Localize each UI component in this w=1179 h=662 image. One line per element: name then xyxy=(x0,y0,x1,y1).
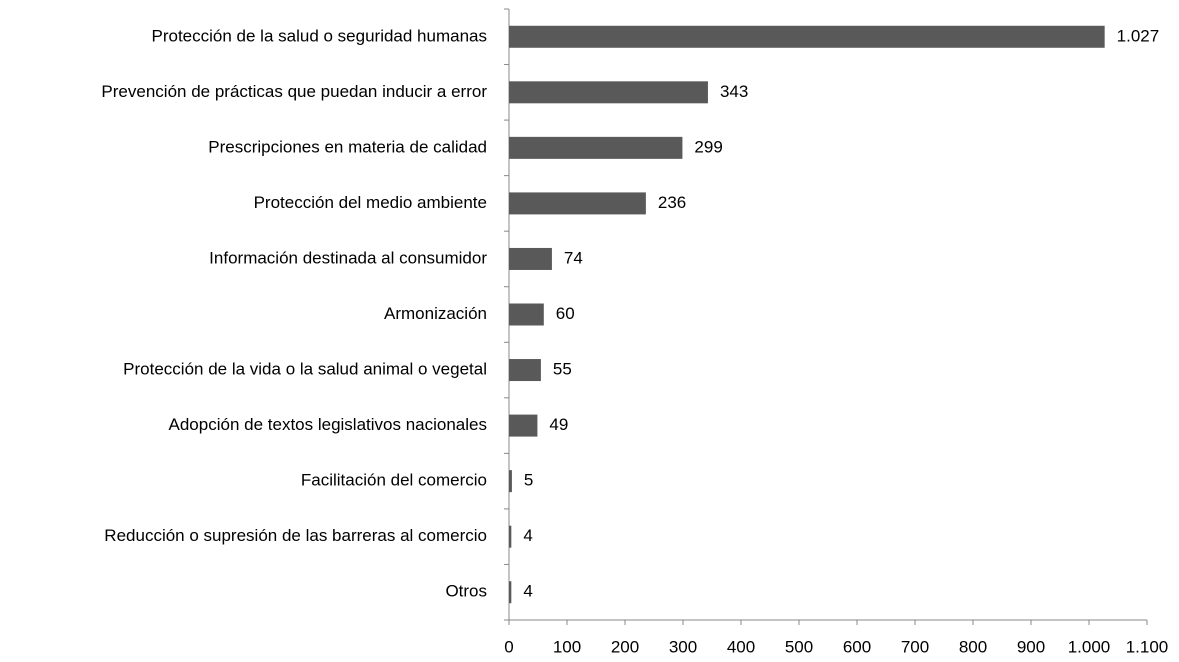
x-tick-label: 900 xyxy=(1017,637,1045,656)
x-tick-label: 300 xyxy=(669,637,697,656)
y-tick-label: Reducción o supresión de las barreras al… xyxy=(104,526,487,545)
y-tick-label: Protección del medio ambiente xyxy=(254,193,487,212)
x-tick-label: 200 xyxy=(611,637,639,656)
bar xyxy=(509,359,541,382)
y-tick-label: Adopción de textos legislativos nacional… xyxy=(169,415,487,434)
data-label: 4 xyxy=(523,526,532,545)
bar xyxy=(509,470,512,493)
data-label: 343 xyxy=(720,82,748,101)
data-label: 60 xyxy=(556,304,575,323)
data-label: 55 xyxy=(553,360,572,379)
x-tick-label: 1.100 xyxy=(1126,637,1169,656)
y-tick-label: Prescripciones en materia de calidad xyxy=(208,137,487,156)
data-label: 299 xyxy=(694,137,722,156)
x-tick-label: 500 xyxy=(785,637,813,656)
x-tick-label: 800 xyxy=(959,637,987,656)
data-label: 236 xyxy=(658,193,686,212)
bar xyxy=(509,136,683,159)
bar xyxy=(509,25,1105,48)
bar xyxy=(509,247,552,270)
bar xyxy=(509,303,544,326)
bar xyxy=(509,581,512,604)
y-tick-label: Protección de la salud o seguridad human… xyxy=(152,26,488,45)
data-label: 49 xyxy=(549,415,568,434)
data-label: 4 xyxy=(523,582,532,601)
y-tick-label: Prevención de prácticas que puedan induc… xyxy=(101,82,487,101)
x-tick-label: 600 xyxy=(843,637,871,656)
x-tick-label: 1.000 xyxy=(1068,637,1111,656)
y-tick-label: Protección de la vida o la salud animal … xyxy=(123,360,487,379)
bar xyxy=(509,414,538,437)
y-tick-label: Armonización xyxy=(384,304,487,323)
y-tick-label: Facilitación del comercio xyxy=(301,471,487,490)
bar xyxy=(509,525,512,548)
data-label: 5 xyxy=(524,471,533,490)
x-tick-label: 0 xyxy=(504,637,513,656)
y-tick-label: Información destinada al consumidor xyxy=(209,248,487,267)
data-label: 74 xyxy=(564,248,583,267)
x-tick-label: 100 xyxy=(553,637,581,656)
bar xyxy=(509,81,708,104)
x-tick-label: 700 xyxy=(901,637,929,656)
x-tick-label: 400 xyxy=(727,637,755,656)
data-label: 1.027 xyxy=(1117,26,1160,45)
y-tick-label: Otros xyxy=(445,582,487,601)
bar xyxy=(509,192,646,215)
